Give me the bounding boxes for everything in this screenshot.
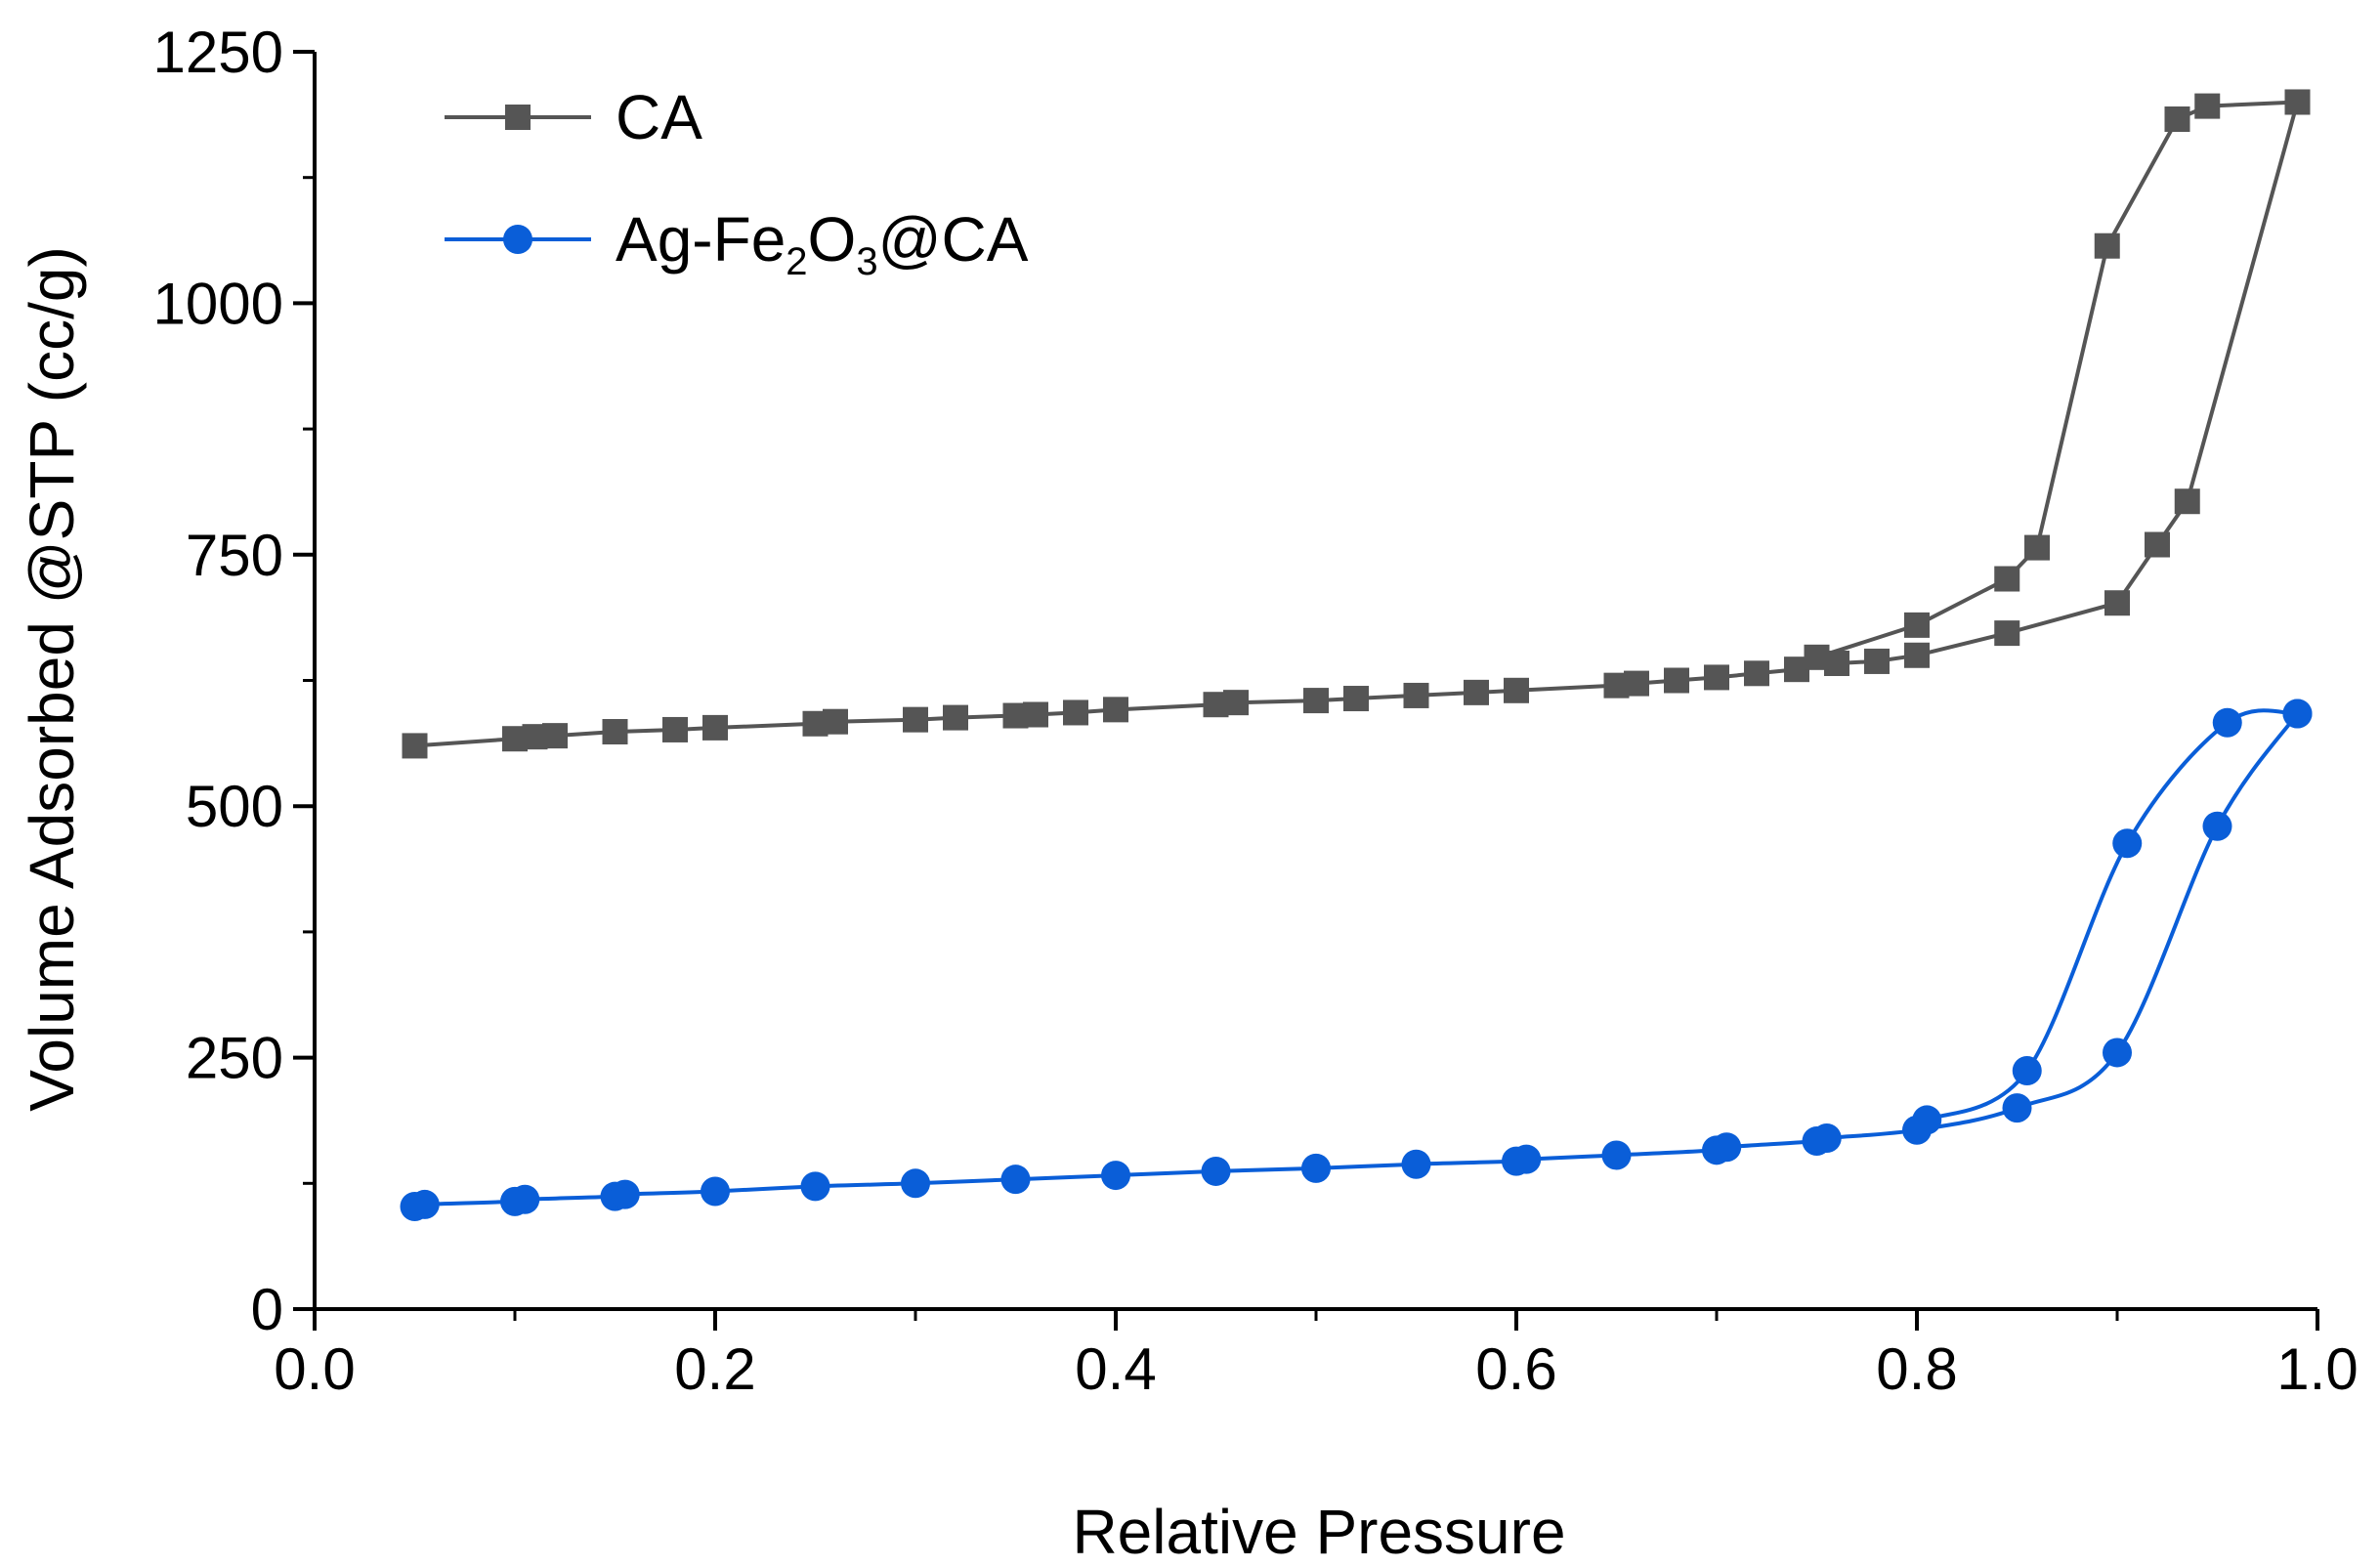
y-tick-label-5: 1250	[153, 20, 283, 85]
series-0-desorption-point-2	[2164, 106, 2190, 132]
legend-marker-ca	[505, 105, 531, 130]
legend-label-ca: CA	[616, 82, 702, 152]
series-0-adsorption-point-21	[1504, 677, 1529, 703]
series-1-adsorption-point-13	[1401, 1149, 1431, 1179]
plot-area	[400, 89, 2313, 1221]
series-0-adsorption-point-32	[2104, 590, 2130, 616]
series-0-adsorption-point-25	[1704, 664, 1729, 691]
series-0-adsorption-point-0	[402, 733, 428, 759]
series-0-adsorption-point-30	[1904, 642, 1930, 668]
series-1-adsorption-point-22	[2002, 1093, 2032, 1123]
series-0-adsorption-point-23	[1624, 670, 1649, 697]
series-0-adsorption-point-10	[943, 704, 968, 731]
series-0-desorption-line	[1815, 100, 2298, 659]
series-1-adsorption-point-23	[2103, 1038, 2132, 1068]
axes: 0.0 0.2 0.4 0.6 0.8 1.0 0 250 500 750 1000 1250	[153, 20, 2359, 1402]
series-0-adsorption-point-29	[1864, 648, 1890, 674]
series-1-adsorption-point-11	[1201, 1156, 1231, 1186]
series-0-adsorption-point-16	[1223, 690, 1249, 716]
series-0-desorption-point-7	[1804, 644, 1830, 670]
series-1-adsorption-point-8	[901, 1168, 930, 1199]
legend: CA Ag-Fe2O3@CA	[445, 82, 1029, 283]
legend-label-mid: O	[808, 204, 857, 275]
series-1-adsorption-point-16	[1601, 1140, 1632, 1170]
series-1-desorption-point-4	[1912, 1105, 1942, 1135]
series-0-adsorption-point-24	[1664, 667, 1689, 694]
legend-label-sub2: 3	[856, 240, 877, 283]
legend-label-suffix: @CA	[878, 204, 1029, 275]
series-0-desorption-point-1	[2194, 93, 2221, 119]
series-0-adsorption-point-34	[2174, 488, 2200, 515]
series-0-adsorption-point-12	[1023, 701, 1048, 728]
series-0-desorption-point-6	[1904, 612, 1930, 638]
series-0-desorption-point-5	[1994, 566, 2020, 592]
series-1-desorption-point-2	[2112, 828, 2143, 859]
series-0-desorption-point-3	[2094, 233, 2120, 259]
x-tick-label-3: 0.6	[1475, 1336, 1556, 1402]
series-0-adsorption-point-3	[542, 723, 568, 749]
x-axis-label: Relative Pressure	[1072, 1497, 1565, 1567]
x-tick-label-5: 1.0	[2276, 1336, 2358, 1402]
legend-label-prefix: Ag-Fe	[616, 204, 786, 275]
series-0-adsorption-point-14	[1103, 697, 1128, 723]
series-1-desorption-point-1	[2212, 707, 2242, 738]
series-1-adsorption-point-15	[1511, 1144, 1542, 1174]
series-1-adsorption-point-6	[701, 1176, 730, 1207]
series-1-adsorption-point-5	[610, 1179, 640, 1209]
series-1-adsorption-point-3	[510, 1184, 540, 1214]
y-tick-label-2: 500	[186, 774, 283, 839]
series-0-adsorption-point-17	[1303, 688, 1329, 714]
series-0-desorption-point-4	[2024, 534, 2050, 561]
y-axis-label: Volume Adsorbed @STP (cc/g)	[17, 246, 87, 1112]
series-0-adsorption-point-6	[702, 714, 728, 741]
x-tick-label-1: 0.2	[674, 1336, 755, 1402]
series-0-adsorption-point-19	[1403, 682, 1429, 708]
series-1-adsorption-point-7	[800, 1171, 830, 1202]
x-tick-label-0: 0.0	[274, 1336, 355, 1402]
series-0-adsorption-point-33	[2145, 531, 2170, 558]
series-0-adsorption-point-18	[1343, 686, 1369, 712]
legend-marker-ag-fe2o3-ca	[503, 225, 532, 254]
y-tick-label-1: 250	[186, 1026, 283, 1091]
y-tick-label-4: 1000	[153, 271, 283, 336]
series-0-adsorption-point-20	[1464, 679, 1489, 705]
series-0-adsorption-point-26	[1744, 660, 1769, 687]
series-1-adsorption-point-10	[1101, 1161, 1130, 1191]
y-tick-label-0: 0	[251, 1277, 283, 1342]
series-0-adsorption-point-31	[1994, 620, 2020, 647]
series-1-adsorption-point-1	[409, 1189, 440, 1219]
series-0-adsorption-point-13	[1063, 699, 1088, 726]
x-tick-label-2: 0.4	[1075, 1336, 1156, 1402]
legend-entry-ag-fe2o3-ca: Ag-Fe2O3@CA	[445, 204, 1029, 283]
series-0-adsorption-line	[414, 101, 2300, 748]
series-1-desorption-point-3	[2012, 1055, 2042, 1085]
series-0-desorption-point-0	[2284, 89, 2311, 115]
legend-label-sub1: 2	[786, 240, 807, 283]
series-1-adsorption-point-18	[1712, 1132, 1742, 1163]
x-tick-label-4: 0.8	[1876, 1336, 1957, 1402]
series-0-adsorption-point-9	[903, 706, 928, 733]
series-1-adsorption-point-24	[2202, 811, 2232, 841]
series-1	[400, 699, 2313, 1221]
series-1-adsorption-point-12	[1301, 1153, 1331, 1183]
series-0-adsorption-point-8	[823, 708, 848, 735]
legend-entry-ca: CA	[445, 82, 702, 152]
series-0-adsorption-point-5	[662, 716, 688, 742]
series-0-adsorption-point-4	[602, 719, 628, 745]
series-1-desorption-point-0	[2282, 699, 2313, 729]
series-1-adsorption-point-9	[1000, 1165, 1031, 1195]
series-1-adsorption-point-20	[1811, 1122, 1842, 1153]
y-tick-label-3: 750	[186, 523, 283, 588]
series-1-adsorption-line	[411, 712, 2300, 1208]
series-0	[402, 89, 2311, 759]
legend-label-ag-fe2o3-ca: Ag-Fe2O3@CA	[616, 204, 1029, 283]
